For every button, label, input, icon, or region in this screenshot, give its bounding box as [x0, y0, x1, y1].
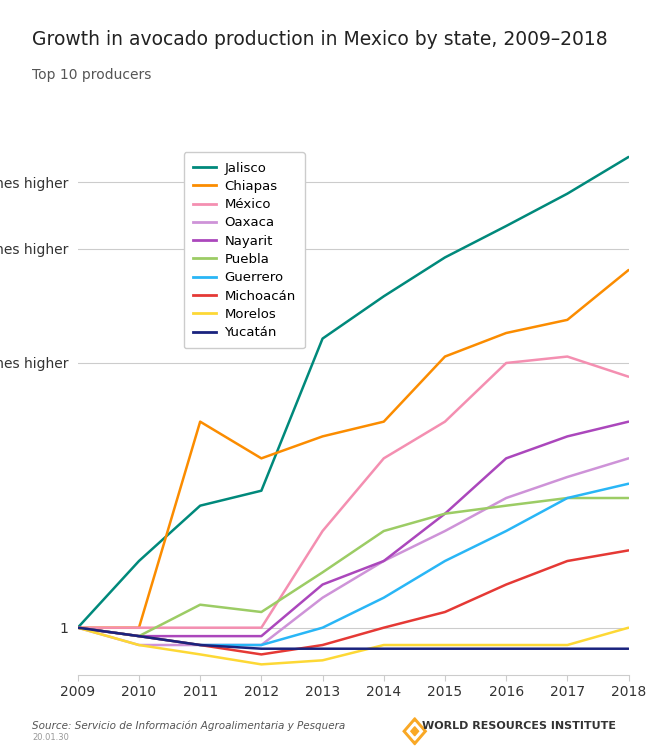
Polygon shape	[403, 718, 426, 745]
Text: 20.01.30: 20.01.30	[32, 734, 69, 742]
Text: WORLD RESOURCES INSTITUTE: WORLD RESOURCES INSTITUTE	[422, 722, 616, 731]
Text: Source: Servicio de Información Agroalimentaria y Pesquera: Source: Servicio de Información Agroalim…	[32, 721, 345, 731]
Polygon shape	[411, 727, 419, 736]
Polygon shape	[407, 722, 422, 740]
Legend: Jalisco, Chiapas, México, Oaxaca, Nayarit, Puebla, Guerrero, Michoacán, Morelos,: Jalisco, Chiapas, México, Oaxaca, Nayari…	[183, 152, 305, 348]
Text: Growth in avocado production in Mexico by state, 2009–2018: Growth in avocado production in Mexico b…	[32, 30, 608, 49]
Text: Top 10 producers: Top 10 producers	[32, 68, 152, 82]
